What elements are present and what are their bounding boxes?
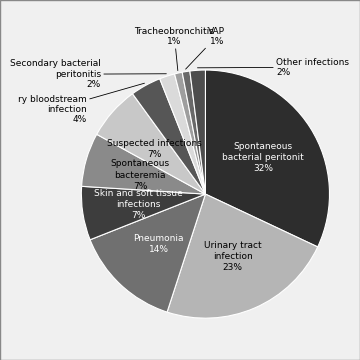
Wedge shape bbox=[182, 71, 206, 194]
Wedge shape bbox=[90, 194, 206, 312]
Wedge shape bbox=[132, 79, 206, 194]
Text: Spontaneous
bacteremia
7%: Spontaneous bacteremia 7% bbox=[111, 159, 170, 191]
Wedge shape bbox=[97, 94, 206, 194]
Text: Tracheobronchitis
1%: Tracheobronchitis 1% bbox=[135, 27, 214, 71]
Text: Spontaneous
bacterial peritonit
32%: Spontaneous bacterial peritonit 32% bbox=[222, 142, 304, 173]
Wedge shape bbox=[175, 72, 206, 194]
Text: Pneumonia
14%: Pneumonia 14% bbox=[134, 234, 184, 254]
Wedge shape bbox=[190, 70, 206, 194]
Text: Urinary tract
infection
23%: Urinary tract infection 23% bbox=[204, 241, 261, 272]
Text: Skin and soft tissue
infections
7%: Skin and soft tissue infections 7% bbox=[94, 189, 183, 220]
Wedge shape bbox=[206, 70, 329, 247]
Text: Other infections
2%: Other infections 2% bbox=[198, 58, 349, 77]
Wedge shape bbox=[160, 74, 206, 194]
Text: ry bloodstream
infection
4%: ry bloodstream infection 4% bbox=[18, 83, 144, 125]
Text: VAP
1%: VAP 1% bbox=[186, 27, 225, 69]
Wedge shape bbox=[167, 194, 318, 318]
Text: Suspected infections
7%: Suspected infections 7% bbox=[107, 139, 202, 159]
Wedge shape bbox=[82, 134, 206, 194]
Text: Secondary bacterial
peritonitis
2%: Secondary bacterial peritonitis 2% bbox=[10, 59, 166, 89]
Wedge shape bbox=[81, 186, 206, 240]
